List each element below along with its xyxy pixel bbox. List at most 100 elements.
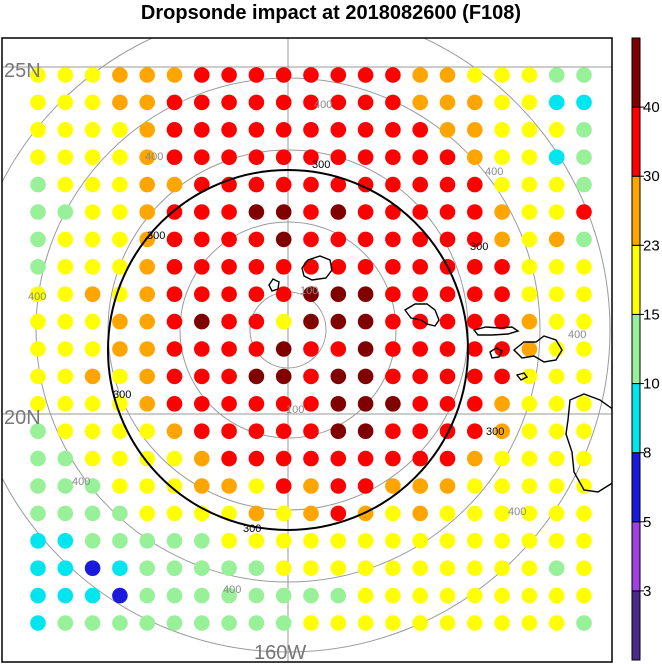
impact-dot [330,67,347,83]
impact-dot [166,259,183,275]
impact-dot [221,259,237,275]
impact-dot [166,67,183,83]
impact-dot [385,204,401,220]
impact-dot [303,450,319,467]
impact-dot [439,67,456,83]
impact-dot [84,204,101,220]
impact-dot [330,450,347,467]
impact-dot [139,560,155,576]
impact-dot [112,94,128,111]
impact-dot [412,587,429,604]
impact-dot [412,423,429,440]
impact-dot [330,478,347,494]
impact-dot [166,450,183,467]
impact-dot [330,396,347,412]
impact-dot [30,396,46,412]
impact-dot [385,450,401,467]
impact-dot [303,396,319,412]
impact-dot [84,231,101,248]
impact-dot [385,286,401,303]
impact-dot [548,396,565,412]
impact-dot [112,560,128,576]
impact-dot [412,368,429,385]
impact-dot [221,533,237,549]
impact-dot [548,231,565,248]
impact-dot [357,122,374,138]
impact-dot [275,533,292,549]
impact-dot [576,368,592,385]
impact-dot [412,396,429,412]
impact-dot [275,478,292,494]
impact-dot [385,313,401,330]
impact-dot [412,176,429,193]
impact-dot [467,122,483,138]
impact-dot [467,533,483,549]
island-oahu [403,303,440,327]
impact-dot [221,94,237,111]
impact-dot [112,259,128,275]
impact-dot [521,176,538,193]
impact-dot [494,478,510,494]
impact-dot [385,560,401,576]
impact-dot [112,478,128,494]
impact-dot [439,122,456,138]
impact-dot [467,259,483,275]
impact-dot [439,533,456,549]
impact-dot [84,587,101,604]
impact-dot [439,505,456,522]
impact-dot [385,259,401,275]
impact-dot [303,368,319,385]
impact-dot [330,615,347,631]
colorbar-tick-label: 30 [643,168,660,185]
impact-dot [139,259,155,275]
impact-dot [221,149,237,165]
impact-dot [30,176,46,193]
impact-dot [194,231,210,248]
impact-dot [494,204,510,220]
impact-dot [439,94,456,111]
impact-dot [330,259,347,275]
impact-dot [576,341,592,357]
impact-dot [576,259,592,275]
impact-dot [84,313,101,330]
colorbar-box [631,590,641,661]
impact-dot [303,341,319,357]
impact-dot [357,259,374,275]
impact-dot [548,450,565,467]
impact-dot [412,231,429,248]
impact-dot [548,122,565,138]
impact-dot [112,423,128,440]
impact-dot [275,122,292,138]
impact-dot [275,67,292,83]
impact-dot [57,615,74,631]
impact-dot [521,450,538,467]
impact-dot [521,231,538,248]
impact-dot [275,505,292,522]
impact-dot [57,204,74,220]
impact-dot [248,94,265,111]
impact-dot [194,259,210,275]
impact-dot [412,450,429,467]
impact-dot [357,204,374,220]
ring-label-400-g: 400 [508,506,526,518]
impact-dot [275,94,292,111]
impact-dot [357,67,374,83]
impact-dot [139,368,155,385]
impact-dot [275,231,292,248]
impact-dot [330,341,347,357]
impact-dot [57,533,74,549]
ring-label-100-b: 100 [286,404,304,416]
impact-dot [330,176,347,193]
impact-dot [84,560,101,576]
impact-dot [139,286,155,303]
impact-dot [194,176,210,193]
impact-dot [112,615,128,631]
colorbar-labels: 3 5 8 10 15 23 30 40 [640,99,660,600]
impact-dot [275,176,292,193]
impact-dot [221,204,237,220]
impact-dot [194,396,210,412]
impact-dot [112,533,128,549]
impact-dot [357,94,374,111]
impact-dot [221,587,237,604]
